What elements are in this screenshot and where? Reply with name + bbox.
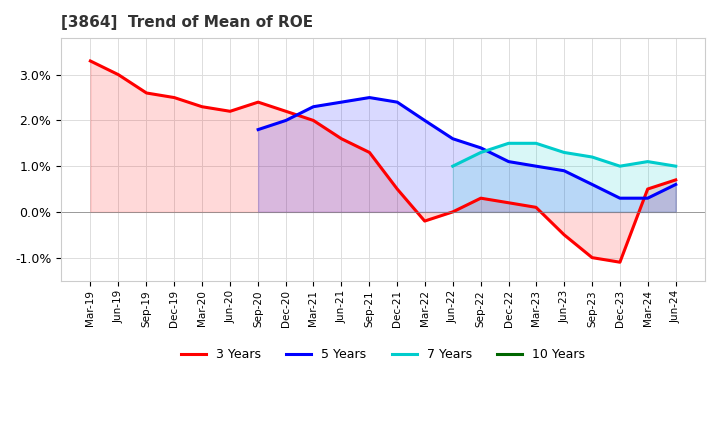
Text: [3864]  Trend of Mean of ROE: [3864] Trend of Mean of ROE	[61, 15, 313, 30]
Line: 7 Years: 7 Years	[453, 143, 676, 166]
Legend: 3 Years, 5 Years, 7 Years, 10 Years: 3 Years, 5 Years, 7 Years, 10 Years	[176, 343, 590, 367]
Line: 5 Years: 5 Years	[258, 98, 676, 198]
Line: 3 Years: 3 Years	[91, 61, 676, 262]
